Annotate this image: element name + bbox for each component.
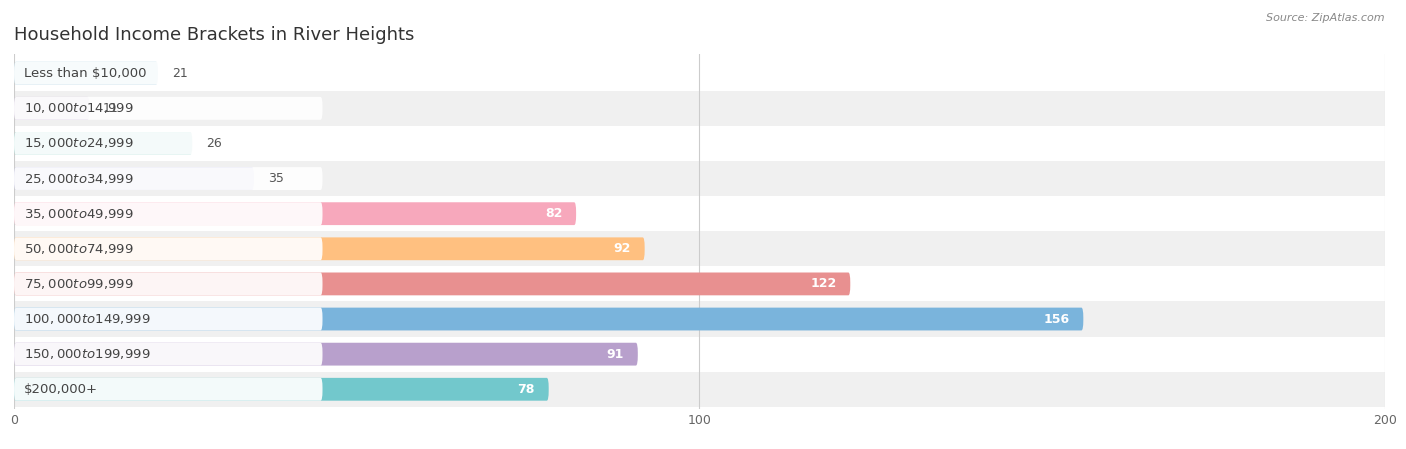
FancyBboxPatch shape [14,91,1385,126]
FancyBboxPatch shape [14,62,322,84]
FancyBboxPatch shape [14,308,1084,330]
Text: Source: ZipAtlas.com: Source: ZipAtlas.com [1267,13,1385,23]
FancyBboxPatch shape [14,343,638,365]
FancyBboxPatch shape [14,56,1385,91]
Text: Less than $10,000: Less than $10,000 [24,67,146,79]
FancyBboxPatch shape [14,97,90,120]
FancyBboxPatch shape [14,167,254,190]
Text: $50,000 to $74,999: $50,000 to $74,999 [24,242,134,256]
FancyBboxPatch shape [14,337,1385,372]
Text: $100,000 to $149,999: $100,000 to $149,999 [24,312,150,326]
FancyBboxPatch shape [14,202,576,225]
Text: 35: 35 [267,172,284,185]
FancyBboxPatch shape [14,372,1385,407]
FancyBboxPatch shape [14,132,193,155]
Text: 11: 11 [103,102,120,115]
Text: $150,000 to $199,999: $150,000 to $199,999 [24,347,150,361]
Text: $200,000+: $200,000+ [24,383,98,396]
FancyBboxPatch shape [14,301,1385,337]
Text: 156: 156 [1043,313,1070,326]
Text: Household Income Brackets in River Heights: Household Income Brackets in River Heigh… [14,26,415,44]
FancyBboxPatch shape [14,273,851,295]
Text: 91: 91 [607,348,624,361]
Text: 21: 21 [172,67,187,79]
FancyBboxPatch shape [14,273,322,295]
FancyBboxPatch shape [14,167,322,190]
Text: 82: 82 [546,207,562,220]
FancyBboxPatch shape [14,308,322,330]
FancyBboxPatch shape [14,231,1385,266]
Text: $75,000 to $99,999: $75,000 to $99,999 [24,277,134,291]
FancyBboxPatch shape [14,343,322,365]
Text: 92: 92 [613,242,631,255]
FancyBboxPatch shape [14,238,322,260]
FancyBboxPatch shape [14,378,322,401]
FancyBboxPatch shape [14,202,322,225]
FancyBboxPatch shape [14,97,322,120]
Text: 122: 122 [810,277,837,291]
FancyBboxPatch shape [14,161,1385,196]
FancyBboxPatch shape [14,132,322,155]
FancyBboxPatch shape [14,266,1385,301]
FancyBboxPatch shape [14,126,1385,161]
FancyBboxPatch shape [14,378,548,401]
Text: $10,000 to $14,999: $10,000 to $14,999 [24,101,134,115]
Text: $35,000 to $49,999: $35,000 to $49,999 [24,207,134,220]
Text: $15,000 to $24,999: $15,000 to $24,999 [24,136,134,150]
Text: 26: 26 [207,137,222,150]
FancyBboxPatch shape [14,238,644,260]
Text: 78: 78 [517,383,534,396]
FancyBboxPatch shape [14,196,1385,231]
FancyBboxPatch shape [14,62,157,84]
Text: $25,000 to $34,999: $25,000 to $34,999 [24,172,134,185]
